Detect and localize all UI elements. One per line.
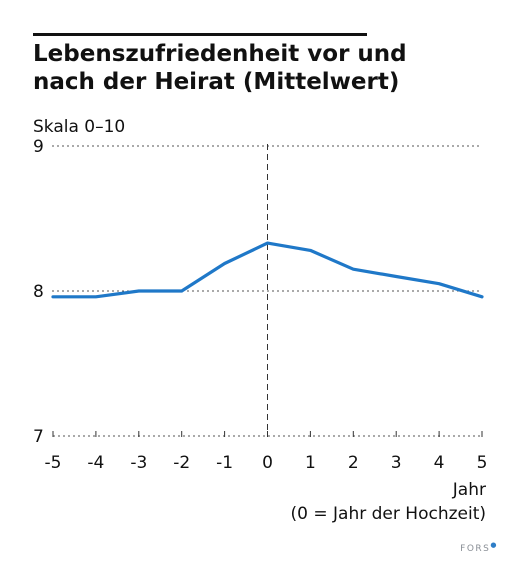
y-tick-label-7: 7 [33,427,44,447]
chart-title-line-2: nach der Heirat (Mittelwert) [33,69,400,95]
y-tick-label-9: 9 [33,137,44,157]
x-tick-label-3: -2 [173,453,190,473]
x-tick-label-1: -4 [87,453,104,473]
tick-label-layer: 7 8 9 -5 -4 -3 -2 -1 0 1 2 3 4 5 [33,137,487,473]
series-layer [51,241,484,299]
x-tick-label-5: 0 [262,453,273,473]
series-line-0 [51,241,484,299]
x-axis-label-line-2: (0 = Jahr der Hochzeit) [290,504,486,524]
title-rule [33,33,367,36]
x-tick-label-9: 4 [434,453,445,473]
y-scale-label: Skala 0–10 [33,117,126,137]
x-tick-label-10: 5 [477,453,488,473]
logo-dot-icon: ● [490,541,498,549]
x-tick-label-8: 3 [391,453,402,473]
axis-layer [52,144,483,437]
source-logo-text: FORS [460,544,491,554]
x-tick-label-4: -1 [216,453,233,473]
source-logo: FORS● [460,541,498,554]
x-tick-label-6: 1 [305,453,316,473]
y-tick-label-8: 8 [33,282,44,302]
chart-title: Lebenszufriedenheit vor und nach der Hei… [33,40,433,96]
x-tick-label-7: 2 [348,453,359,473]
x-axis-label-line-1: Jahr [452,480,486,500]
chart-title-line-1: Lebenszufriedenheit vor und [33,41,407,67]
x-axis-label: Jahr (0 = Jahr der Hochzeit) [291,478,486,526]
x-tick-label-2: -3 [130,453,147,473]
x-tick-label-0: -5 [45,453,62,473]
